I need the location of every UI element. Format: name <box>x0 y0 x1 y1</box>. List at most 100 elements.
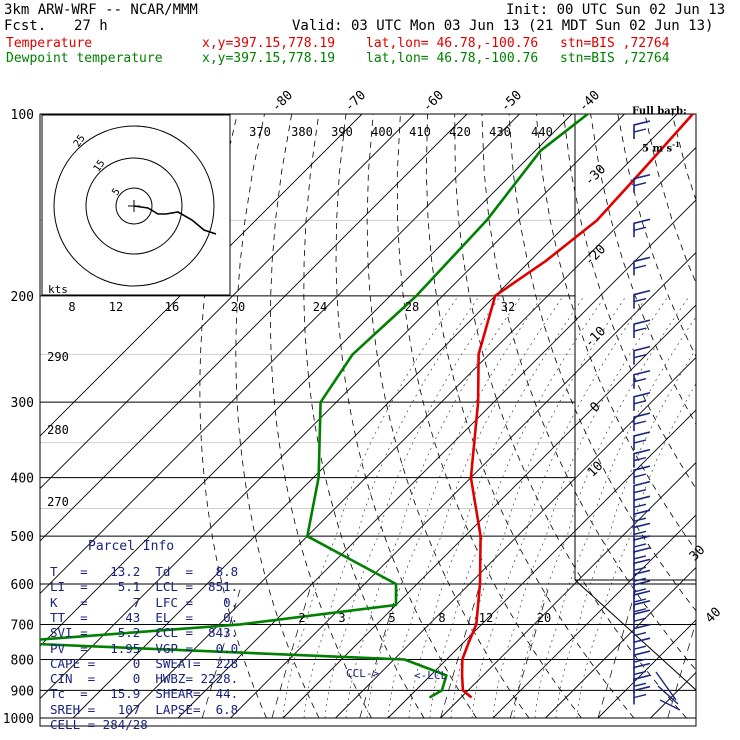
mixing-ratio-line <box>440 583 481 719</box>
isotherm <box>40 114 625 700</box>
wind-barb <box>633 650 651 670</box>
temperature-trace <box>460 114 694 699</box>
wind-barb-flag <box>633 378 647 383</box>
wind-barb-flag <box>633 420 647 425</box>
dry-adiabat-label: 270 <box>47 495 69 509</box>
wind-barb <box>633 637 651 657</box>
temp-legend-latlon: lat,lon= 46.78,-100.76 <box>366 36 539 51</box>
wind-barb-flag <box>633 577 647 583</box>
isotherm-label: -40 <box>576 88 603 115</box>
parcel-info-row: TT = 43 EL = 0. <box>50 609 239 625</box>
wind-barb-flag <box>633 456 647 462</box>
hodo-ring <box>85 157 183 255</box>
dry-adiabat <box>235 114 320 719</box>
wind-barb <box>633 535 651 554</box>
isotherm <box>282 304 696 719</box>
wind-barb-flag <box>633 631 647 637</box>
parcel-info-row: CELL = 284/28 <box>50 717 148 732</box>
wind-barb <box>633 623 651 643</box>
hodo-trace <box>133 205 217 235</box>
moist-adiabat <box>324 295 501 719</box>
isotherm <box>40 114 520 595</box>
dry-adiabat <box>699 114 740 718</box>
wind-barb <box>633 448 651 468</box>
wind-barb <box>633 662 651 682</box>
forecast-hour: 27 h <box>74 18 108 34</box>
wind-barb-flag <box>633 645 647 650</box>
isotherm <box>545 566 696 719</box>
pressure-label-300: 300 <box>11 396 34 411</box>
hodo-kts-label: kts <box>48 283 68 296</box>
wind-barb-flag <box>633 353 647 359</box>
hodo-ring <box>53 125 215 287</box>
pressure-label-800: 800 <box>11 653 34 668</box>
wind-barb-flag <box>633 543 647 548</box>
parcel-info-row: CAPE = 0 SWEAT= 228 <box>50 655 239 671</box>
init-time: Init: 00 UTC Sun 02 Jun 13 <box>506 2 726 18</box>
wind-barb-flag <box>633 682 647 687</box>
mixing-ratio-label: 12 <box>479 611 493 625</box>
wind-barb-flag <box>633 693 647 699</box>
moist-adiabat <box>555 348 696 719</box>
mixing-ratio-label: 3 <box>338 611 345 625</box>
dry-adiabat <box>508 114 696 612</box>
moist-adiabat <box>534 316 696 719</box>
isotherm-label: -80 <box>269 88 296 115</box>
mixing-ratio-label: 20 <box>231 300 245 314</box>
isotherm-label: -70 <box>342 88 369 115</box>
wind-barb <box>633 319 651 339</box>
wind-barb-flag <box>633 128 647 133</box>
hodograph-box <box>41 114 231 296</box>
wind-barb-flag <box>633 588 647 593</box>
valid-time: Valid: 03 UTC Mon 03 Jun 13 (21 MDT Sun … <box>292 18 714 34</box>
wind-barb-flag <box>633 530 647 536</box>
wind-barb-flag <box>633 327 647 332</box>
mixing-ratio-label: 32 <box>501 300 515 314</box>
dry-adiabat <box>727 114 740 718</box>
isotherm-label: -50 <box>498 88 525 115</box>
wind-barb-flag <box>633 264 647 270</box>
dry-adiabat <box>425 114 635 719</box>
wind-barb-flag <box>633 608 647 613</box>
parcel-info-row: T = 13.2 Td = 8.8 <box>50 564 239 579</box>
wind-barb-flag <box>633 473 647 478</box>
wind-barb-flag <box>633 517 647 522</box>
isotherm-label: 40 <box>703 605 725 627</box>
isotherm-label: -60 <box>420 88 447 115</box>
wind-barb-flag <box>633 555 647 560</box>
theta-label: 370 <box>249 125 271 139</box>
parcel-info-title: Parcel Info <box>88 539 175 554</box>
wind-barb <box>633 289 651 309</box>
isotherm <box>387 409 696 719</box>
wind-barb <box>633 392 651 411</box>
dry-adiabat <box>563 114 696 490</box>
dew-legend-latlon: lat,lon= 46.78,-100.76 <box>366 51 539 66</box>
dry-adiabat <box>270 114 372 719</box>
parcel-info-row: SVI = 5.2 CCL = 843. <box>50 625 239 641</box>
dry-adiabat <box>335 114 477 719</box>
forecast-label: Fcst. <box>4 18 47 34</box>
mixing-ratio-line <box>201 583 243 719</box>
wind-barb-flag <box>633 439 647 444</box>
wind-barb <box>633 369 651 389</box>
mixing-ratio-label: 8 <box>68 300 75 314</box>
theta-label: 430 <box>489 125 511 139</box>
wind-barb <box>633 256 651 276</box>
dew-legend-stn: stn=BIS ,72764 <box>560 51 670 66</box>
wind-barb <box>633 509 651 529</box>
pressure-label-400: 400 <box>11 472 34 487</box>
wind-barb-flag <box>633 566 647 572</box>
moist-adiabat <box>429 295 606 719</box>
moist-adiabat <box>576 382 696 719</box>
dry-adiabat <box>644 114 696 284</box>
wind-barb-flag <box>633 658 647 663</box>
wind-legend: Full barb: 5 m s-1 <box>632 84 687 165</box>
ccl-marker: CCL-> <box>346 667 380 680</box>
parcel-info-row: CIN = 0 HWBZ= 2228. <box>50 671 239 687</box>
isotherm-label: 0 <box>587 399 603 415</box>
wind-barb-flag <box>633 297 647 303</box>
isotherm <box>40 114 415 490</box>
wind-legend-line2: 5 m s-1 <box>642 140 680 155</box>
wind-barb <box>633 412 651 432</box>
isotherm <box>230 251 696 719</box>
